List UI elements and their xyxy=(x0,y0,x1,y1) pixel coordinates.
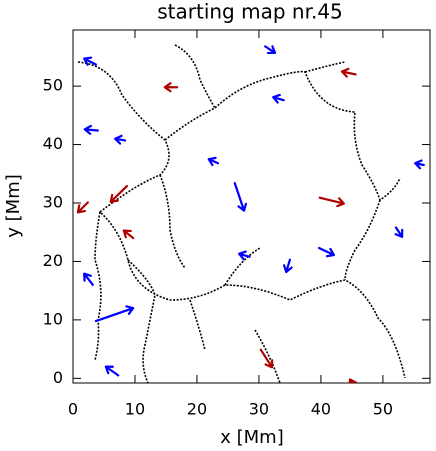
velocity-arrow xyxy=(414,159,425,170)
arrows xyxy=(76,45,425,383)
y-axis-label: y [Mm] xyxy=(3,174,24,237)
velocity-arrow xyxy=(272,93,285,104)
y-tick-label: 50 xyxy=(43,76,63,95)
y-tick-label: 20 xyxy=(43,251,63,270)
velocity-arrow xyxy=(109,184,129,203)
velocity-arrow xyxy=(163,82,179,93)
network-lane xyxy=(77,61,406,379)
y-tick-label: 30 xyxy=(43,192,63,211)
network-lane xyxy=(164,70,401,202)
network-lane xyxy=(94,211,281,383)
network xyxy=(77,44,406,383)
velocity-arrow xyxy=(83,56,98,66)
velocity-arrow xyxy=(238,250,251,261)
velocity-arrow xyxy=(348,378,358,383)
network-lane xyxy=(159,174,261,286)
network-lane xyxy=(174,44,346,109)
network-lane xyxy=(127,199,381,383)
y-tick-label: 0 xyxy=(53,368,63,387)
velocity-arrow xyxy=(394,226,404,238)
x-tick-label: 30 xyxy=(249,400,269,419)
x-tick-label: 40 xyxy=(311,400,331,419)
chart-title: starting map nr.45 xyxy=(157,0,343,24)
plot-frame xyxy=(72,29,431,384)
velocity-arrow xyxy=(122,229,135,240)
velocity-arrow xyxy=(76,201,89,214)
x-tick-label: 10 xyxy=(125,400,145,419)
velocity-arrow xyxy=(283,258,293,274)
x-tick-label: 50 xyxy=(373,400,393,419)
velocity-arrow xyxy=(259,348,274,369)
velocity-arrow xyxy=(233,182,248,212)
velocity-arrow xyxy=(104,365,120,377)
x-axis-label: x [Mm] xyxy=(220,427,283,448)
y-tick-label: 40 xyxy=(43,134,63,153)
velocity-arrow xyxy=(83,272,94,286)
velocity-arrow xyxy=(264,45,277,55)
x-tick-label: 0 xyxy=(68,400,78,419)
velocity-arrow xyxy=(114,134,127,145)
velocity-arrow xyxy=(340,67,357,78)
x-tick-label: 20 xyxy=(187,400,207,419)
y-tick-label: 10 xyxy=(43,309,63,328)
velocity-arrow xyxy=(318,196,345,208)
velocity-arrow xyxy=(94,305,135,323)
velocity-arrow xyxy=(317,246,336,258)
velocity-arrow xyxy=(207,156,220,167)
velocity-arrow xyxy=(83,124,99,135)
